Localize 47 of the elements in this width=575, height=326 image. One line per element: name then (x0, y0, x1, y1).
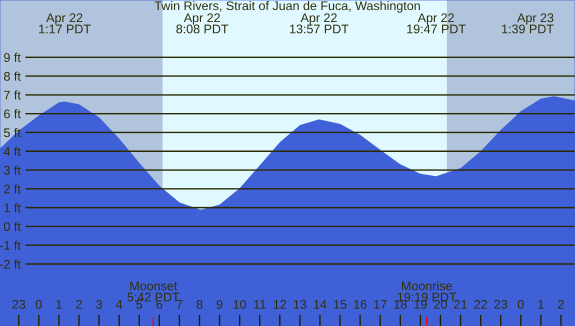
x-tick-label: 17 (374, 300, 387, 309)
y-tick-label: 6 ft (4, 109, 21, 118)
y-tick-label: 3 ft (4, 166, 21, 175)
y-tick-label: 2 ft (4, 184, 21, 194)
x-tick-label: 0 (36, 300, 42, 309)
x-tick-label: 7 (176, 300, 182, 309)
y-tick-label: -1 ft (0, 240, 21, 250)
ref-line-label: Moonrise 19:19 PDT (398, 281, 456, 302)
y-tick-label: 7 ft (4, 90, 21, 100)
y-tick-label: 4 ft (4, 146, 21, 156)
x-tick-label: 4 (116, 300, 122, 309)
x-tick-label: 12 (274, 300, 286, 309)
x-tick-label: 18 (394, 300, 407, 309)
annotation: Apr 22 8:08 PDT (176, 13, 228, 34)
y-tick-label: -2 ft (0, 259, 21, 269)
x-tick-label: 23 (12, 300, 26, 309)
x-tick-label: 5 (136, 300, 142, 309)
y-tick-label: 0 ft (4, 222, 21, 232)
x-tick-label: 9 (216, 300, 222, 309)
x-tick-label: 2 (558, 300, 564, 309)
x-tick-label: 16 (354, 300, 367, 309)
x-tick-label: 2 (76, 300, 82, 309)
x-tick-label: 23 (494, 300, 508, 309)
y-tick-label: 1 ft (4, 203, 21, 212)
x-tick-label: 15 (334, 300, 346, 309)
x-tick-label: 1 (56, 300, 62, 309)
x-tick-label: 11 (254, 300, 266, 309)
x-tick-label: 20 (434, 300, 447, 309)
annotation: Apr 22 1:17 PDT (39, 13, 91, 34)
ref-line-label: Moonset 5:42 PDT (127, 282, 180, 302)
x-tick-label: 22 (474, 300, 487, 309)
chart-title: Twin Rivers, Strait of Juan de Fuca, Washington (154, 1, 420, 13)
x-tick-label: 0 (518, 300, 524, 309)
x-tick-label: 13 (294, 300, 306, 309)
x-tick-label: 1 (538, 300, 544, 309)
x-tick-label: 6 (156, 300, 162, 309)
annotation: Apr 23 1:39 PDT (502, 13, 554, 34)
x-tick-label: 10 (234, 300, 246, 309)
y-tick-label: 9 ft (4, 52, 21, 62)
y-tick-label: 8 ft (4, 72, 21, 81)
x-tick-label: 21 (454, 300, 467, 309)
x-tick-label: 14 (314, 300, 327, 309)
x-tick-label: 3 (96, 300, 102, 309)
annotation: Apr 22 13:57 PDT (290, 13, 349, 34)
x-tick-label: 8 (196, 300, 202, 309)
y-tick-label: 5 ft (4, 128, 21, 138)
annotation: Apr 22 19:47 PDT (407, 13, 466, 34)
